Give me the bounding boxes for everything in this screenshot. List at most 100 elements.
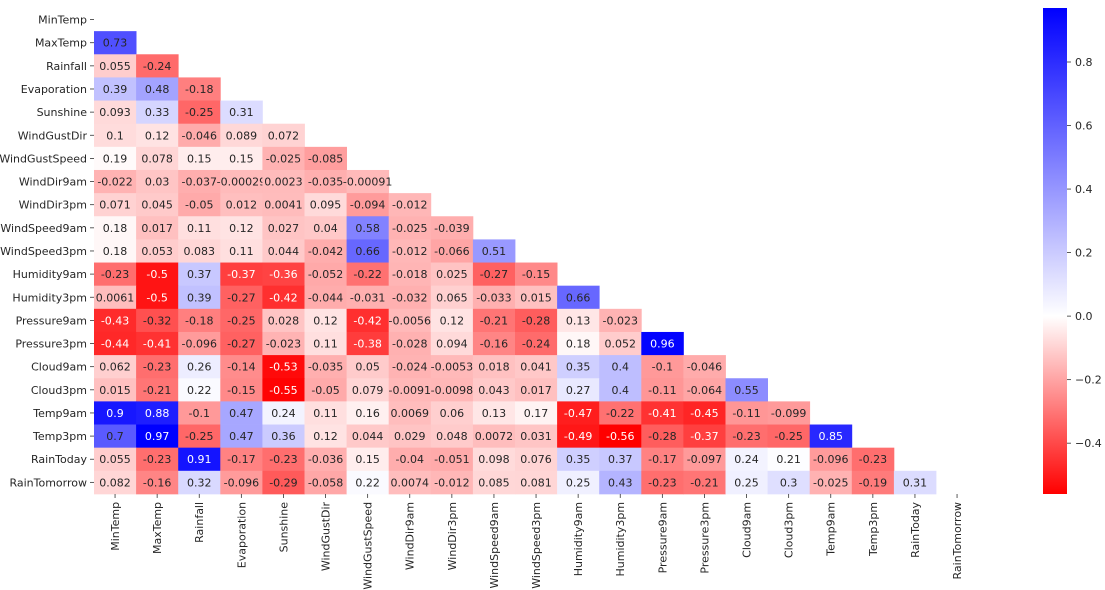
cell-value-label: -0.22 — [606, 407, 634, 420]
heatmap-cell — [136, 401, 179, 425]
heatmap-cell — [725, 378, 768, 402]
heatmap-cell — [641, 401, 684, 425]
cell-value-label: -0.47 — [564, 407, 592, 420]
cell-value-label: 0.3 — [780, 476, 798, 489]
heatmap-cell — [346, 285, 390, 310]
heatmap-cell — [767, 424, 811, 449]
heatmap-cell — [220, 308, 263, 333]
heatmap-cell — [220, 447, 263, 472]
heatmap-cell — [220, 424, 263, 449]
cell-value-label: 0.13 — [482, 407, 507, 420]
cell-value-label: 0.062 — [99, 361, 131, 374]
heatmap-cell — [178, 262, 221, 287]
cell-value-label: -0.05 — [311, 384, 339, 397]
heatmap-cell — [557, 378, 600, 402]
cell-value-label: -0.028 — [392, 338, 427, 351]
y-tick-label: MinTemp — [38, 14, 87, 27]
heatmap-cell — [388, 262, 432, 287]
heatmap-cell — [220, 378, 263, 402]
cell-value-label: -0.05 — [185, 199, 213, 212]
cell-value-label: 0.12 — [313, 430, 338, 443]
heatmap-cell — [178, 146, 221, 171]
heatmap-cell — [136, 470, 179, 495]
heatmap-cell — [346, 378, 390, 402]
heatmap-cell — [220, 262, 263, 287]
heatmap-cell — [388, 331, 432, 356]
heatmap-cell — [557, 308, 600, 333]
heatmap-cell — [683, 470, 726, 495]
cell-value-label: -0.085 — [308, 152, 343, 165]
heatmap-cell — [262, 285, 305, 310]
cell-value-label: 0.085 — [478, 476, 510, 489]
cell-value-label: -0.25 — [185, 106, 213, 119]
cell-value-label: 0.03 — [145, 176, 170, 189]
cell-value-label: 0.35 — [566, 453, 591, 466]
cell-value-label: -0.41 — [648, 407, 676, 420]
heatmap-cell — [851, 447, 895, 472]
heatmap-cell — [94, 77, 137, 101]
heatmap-cell — [346, 424, 390, 449]
heatmap-cell — [388, 401, 432, 425]
heatmap-cell — [262, 378, 305, 402]
cell-value-label: -0.28 — [648, 430, 676, 443]
heatmap-cell — [346, 169, 390, 194]
cell-value-label: 0.18 — [103, 222, 128, 235]
cell-value-label: 0.16 — [355, 407, 380, 420]
heatmap-cell — [683, 424, 726, 449]
heatmap-cell — [262, 424, 305, 449]
cell-value-label: 0.1 — [106, 129, 124, 142]
heatmap-cell — [94, 285, 137, 310]
cell-value-label: 0.089 — [226, 129, 258, 142]
cell-value-label: -0.5 — [146, 268, 167, 281]
cell-value-label: -0.23 — [143, 361, 171, 374]
heatmap-cell — [136, 447, 179, 472]
colorbar-tick-label: 0.2 — [1075, 247, 1093, 260]
heatmap-cell — [262, 239, 305, 263]
heatmap-cell — [304, 424, 347, 449]
heatmap-cell — [430, 401, 474, 425]
heatmap-cell — [178, 123, 221, 148]
heatmap-cell — [304, 447, 347, 472]
heatmap-cell — [304, 378, 347, 402]
cell-value-label: 0.0023 — [264, 176, 303, 189]
y-tick-label: WindSpeed3pm — [0, 245, 87, 258]
heatmap-cell — [388, 470, 432, 495]
heatmap-cell — [220, 355, 263, 379]
cell-value-label: 0.97 — [145, 430, 170, 443]
cell-value-label: -0.044 — [308, 291, 343, 304]
heatmap-cell — [809, 424, 853, 449]
cell-value-label: -0.15 — [522, 268, 550, 281]
heatmap-cell — [557, 401, 600, 425]
x-tick-label: RainToday — [909, 501, 922, 557]
cell-value-label: -0.025 — [813, 476, 848, 489]
heatmap-cell — [893, 470, 937, 495]
cell-value-label: -0.1 — [189, 407, 210, 420]
heatmap-cell — [136, 54, 179, 78]
cell-value-label: -0.44 — [101, 338, 129, 351]
heatmap-cell — [262, 355, 305, 379]
heatmap-cell — [388, 308, 432, 333]
cell-value-label: -0.19 — [859, 476, 887, 489]
y-tick-label: WindDir9am — [19, 176, 87, 189]
cell-value-label: 0.15 — [187, 152, 212, 165]
heatmap-cell — [304, 169, 347, 194]
cell-value-label: 0.044 — [352, 430, 384, 443]
x-tick-label: Humidity9am — [572, 502, 585, 576]
heatmap-cell — [472, 378, 516, 402]
heatmap-cell — [94, 239, 137, 263]
heatmap-cell — [346, 308, 390, 333]
cell-value-label: 0.66 — [355, 245, 380, 258]
cell-value-label: 0.17 — [524, 407, 549, 420]
cell-value-label: 0.0061 — [96, 291, 135, 304]
cell-value-label: -0.23 — [143, 453, 171, 466]
cell-value-label: -0.37 — [690, 430, 718, 443]
cell-value-label: 0.053 — [141, 245, 173, 258]
cell-value-label: 0.66 — [566, 291, 591, 304]
y-tick-label: Humidity3pm — [12, 291, 87, 304]
y-tick-label: Humidity9am — [13, 268, 87, 281]
heatmap-cell — [178, 355, 221, 379]
cell-value-label: 0.029 — [394, 430, 426, 443]
heatmap-cell — [557, 470, 600, 495]
x-tick-label: MaxTemp — [151, 502, 164, 554]
